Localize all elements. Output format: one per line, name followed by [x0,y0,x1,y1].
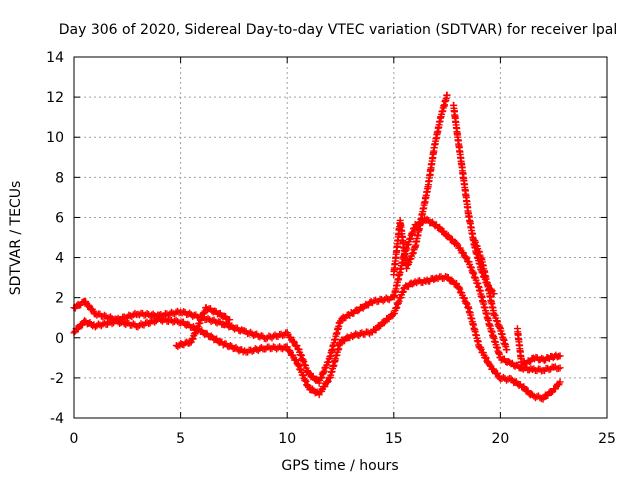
data-point [482,354,490,362]
plot-frame [73,56,608,419]
data-point [448,276,456,284]
data-point [556,378,564,386]
y-tick-label: 10 [46,130,64,146]
data-point [384,295,392,303]
x-tick-label: 0 [70,431,79,447]
y-tick-label: 0 [55,331,64,347]
y-tick-label: 8 [55,170,64,186]
data-point [277,344,285,352]
data-point [376,322,384,330]
series-evening-peak-arc [449,101,498,298]
data-point [354,307,362,315]
y-tick-label: -4 [50,411,64,427]
data-point [134,323,142,331]
data-point [213,319,221,327]
data-point [96,321,104,329]
x-tick-label: 20 [491,431,509,447]
data-point [151,318,159,326]
data-point [503,346,511,354]
data-point [387,294,395,302]
data-point [358,329,366,337]
data-point [204,314,212,322]
axis-ticks: 0 5 10 15 20 25 -4 -2 0 2 4 6 8 10 12 14 [46,50,616,447]
data-point [207,332,215,340]
series-main-band-lower [70,273,564,403]
data-point [323,378,331,386]
chart-title: Day 306 of 2020, Sidereal Day-to-day VTE… [59,22,617,38]
data-point [256,333,264,341]
data-point [289,337,297,345]
x-axis-title: GPS time / hours [281,458,398,474]
x-tick-label: 10 [278,431,296,447]
data-point [462,253,470,261]
series-mid-day-offset-track [172,304,234,351]
y-tick-label: -2 [50,371,64,387]
data-point [554,365,562,373]
data-point [556,352,564,360]
data-point [93,311,101,319]
x-tick-label: 15 [385,431,403,447]
data-point [174,307,182,315]
data-point [131,309,139,317]
data-point [186,309,194,317]
data-point [372,296,380,304]
y-axis-title: SDTVAR / TECUs [8,181,24,296]
data-point [293,342,301,350]
data-point [547,389,555,397]
y-tick-label: 6 [55,210,64,226]
data-point [544,364,552,372]
data-point [257,344,265,352]
data-point [365,329,373,337]
y-tick-label: 12 [46,90,64,106]
grid [74,57,607,418]
data-point [536,394,544,402]
x-tick-label: 5 [176,431,185,447]
data-point [174,317,182,325]
data-points [70,91,564,403]
data-point [250,332,258,340]
y-tick-label: 14 [46,50,64,66]
data-point [126,312,134,320]
data-point [169,309,177,317]
data-point [423,215,431,223]
data-point [453,240,461,248]
x-tick-label: 25 [598,431,616,447]
data-point [277,330,285,338]
series-late-offset-track [513,325,564,369]
y-tick-label: 4 [55,251,64,267]
data-point [507,375,515,383]
data-point [143,318,151,326]
series-secondary-upper-arc [471,237,511,354]
series-main-band-upper [70,215,564,387]
data-point [85,301,93,309]
series-morning-peak-arc [390,91,451,279]
data-point [481,353,489,361]
data-point [556,364,564,372]
data-point [122,314,130,322]
data-point [122,320,130,328]
data-point [186,339,194,347]
y-tick-label: 2 [55,291,64,307]
data-point [443,91,451,99]
data-point [226,316,234,324]
data-point [486,361,494,369]
